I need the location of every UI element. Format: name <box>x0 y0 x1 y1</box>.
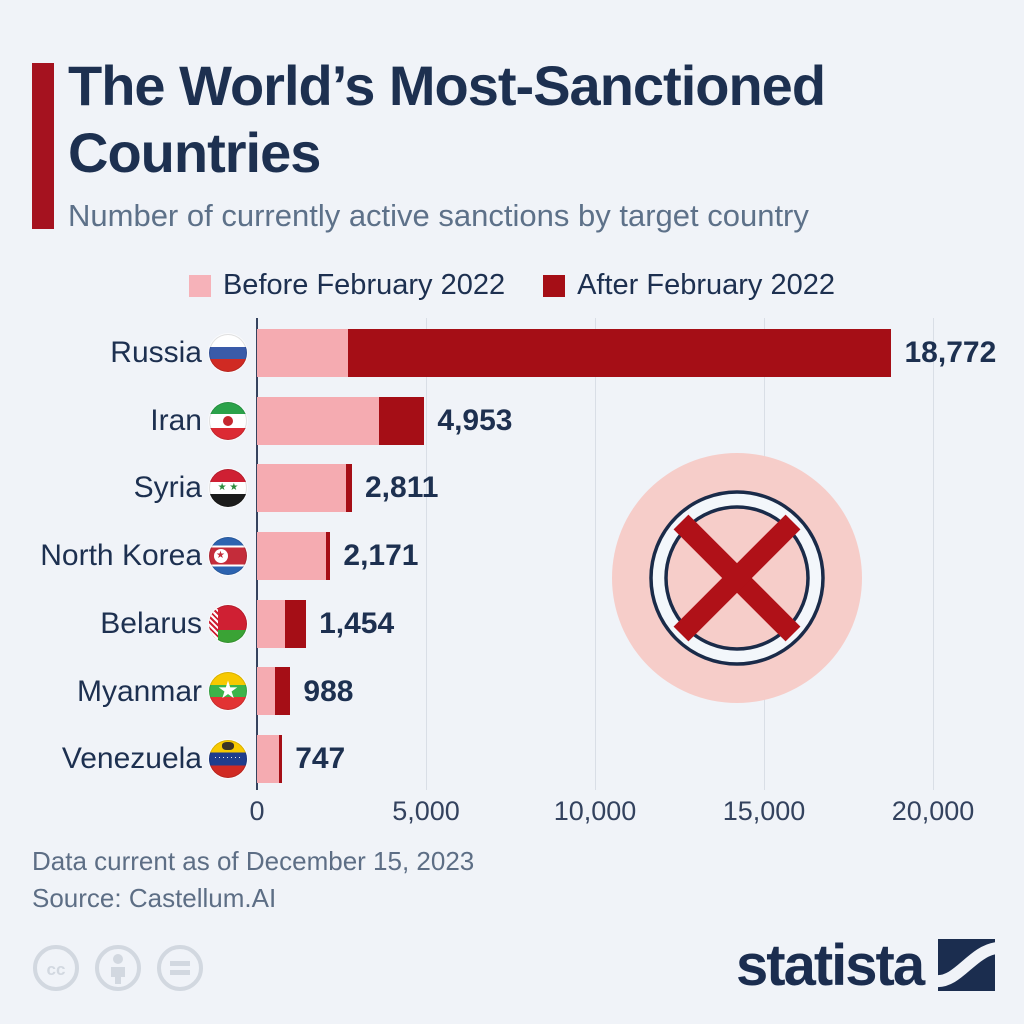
svg-text:cc: cc <box>47 960 66 979</box>
before-segment <box>257 735 279 784</box>
country-label: Iran <box>150 403 202 437</box>
before-segment <box>257 667 275 716</box>
legend-label: Before February 2022 <box>222 269 506 301</box>
sanctions-bar <box>257 328 892 377</box>
gridline-10000 <box>595 318 596 790</box>
after-segment <box>284 599 307 648</box>
page-subtitle: Number of currently active sanctions by … <box>68 198 809 233</box>
attribution-person-icon <box>95 945 141 991</box>
bar-row-iran: Iran 4,953 <box>0 387 1024 455</box>
country-label: Syria <box>133 471 202 505</box>
sanctions-bar <box>257 396 425 445</box>
value-label: 2,171 <box>343 539 419 573</box>
value-label: 747 <box>295 742 346 776</box>
russia-flag-icon <box>209 333 247 372</box>
sanctions-bar <box>257 735 283 784</box>
x-tick-15000: 15,000 <box>722 796 806 826</box>
bar-row-north-korea: North Korea 2,171 <box>0 522 1024 590</box>
crossed-out-circle-icon <box>612 453 862 703</box>
statista-wordmark: statista <box>736 933 925 998</box>
after-segment <box>345 464 352 513</box>
title-accent-bar <box>32 63 54 229</box>
sanctions-bar <box>257 464 352 513</box>
after-segment <box>347 328 892 377</box>
x-tick-10000: 10,000 <box>553 796 637 826</box>
value-label: 1,454 <box>319 606 395 640</box>
country-label: North Korea <box>40 539 202 573</box>
legend-item-before: Before February 2022 <box>188 269 506 302</box>
before-segment <box>257 531 326 580</box>
before-segment <box>257 396 380 445</box>
value-label: 4,953 <box>437 403 513 437</box>
legend-item-after: After February 2022 <box>543 269 835 302</box>
page-title-line1: The World’s Most-Sanctioned <box>68 54 826 117</box>
legend-swatch <box>188 274 211 297</box>
sanctions-bar <box>257 599 307 648</box>
cc-icon: cc <box>33 945 79 991</box>
after-segment <box>379 396 425 445</box>
north-korea-flag-icon <box>209 536 247 575</box>
gridline-20000 <box>933 318 934 790</box>
value-label: 2,811 <box>365 471 439 505</box>
value-label: 18,772 <box>904 336 997 369</box>
before-segment <box>257 464 346 513</box>
bar-row-syria: Syria 2,811 <box>0 454 1024 522</box>
statista-logo-icon <box>938 939 995 996</box>
before-segment <box>257 599 285 648</box>
syria-flag-icon <box>209 469 247 508</box>
value-label: 988 <box>303 674 354 708</box>
myanmar-flag-icon <box>209 672 247 711</box>
chart-legend: Before February 2022 After February 2022 <box>0 269 1024 302</box>
page-title: The World’s Most-Sanctioned Countries <box>68 52 826 186</box>
bar-row-myanmar: Myanmar 988 <box>0 658 1024 726</box>
country-label: Russia <box>110 336 202 369</box>
bar-row-russia: Russia 18,772 <box>0 319 1024 387</box>
after-segment <box>278 735 283 784</box>
legend-label: After February 2022 <box>577 269 836 301</box>
x-tick-20000: 20,000 <box>891 796 975 826</box>
equals-icon <box>157 945 203 991</box>
license-icons: cc <box>32 944 204 992</box>
legend-swatch <box>543 274 566 297</box>
after-segment <box>325 531 331 580</box>
gridline-5000 <box>426 318 427 790</box>
source-note: Source: Castellum.AI <box>32 883 277 913</box>
page-title-line2: Countries <box>68 121 321 184</box>
venezuela-flag-icon <box>209 740 247 779</box>
sanctions-bar <box>257 531 331 580</box>
country-label: Belarus <box>100 606 202 640</box>
belarus-flag-icon <box>209 604 247 643</box>
after-segment <box>274 667 291 716</box>
bar-row-venezuela: Venezuela 747 <box>0 725 1024 793</box>
bar-row-belarus: Belarus 1,454 <box>0 590 1024 658</box>
data-current-note: Data current as of December 15, 2023 <box>32 846 475 876</box>
x-tick-0: 0 <box>249 796 265 826</box>
before-segment <box>257 328 348 377</box>
country-label: Venezuela <box>61 742 202 776</box>
country-label: Myanmar <box>76 674 202 708</box>
iran-flag-icon <box>209 401 247 440</box>
sanctions-bar <box>257 667 291 716</box>
x-tick-5000: 5,000 <box>392 796 460 826</box>
